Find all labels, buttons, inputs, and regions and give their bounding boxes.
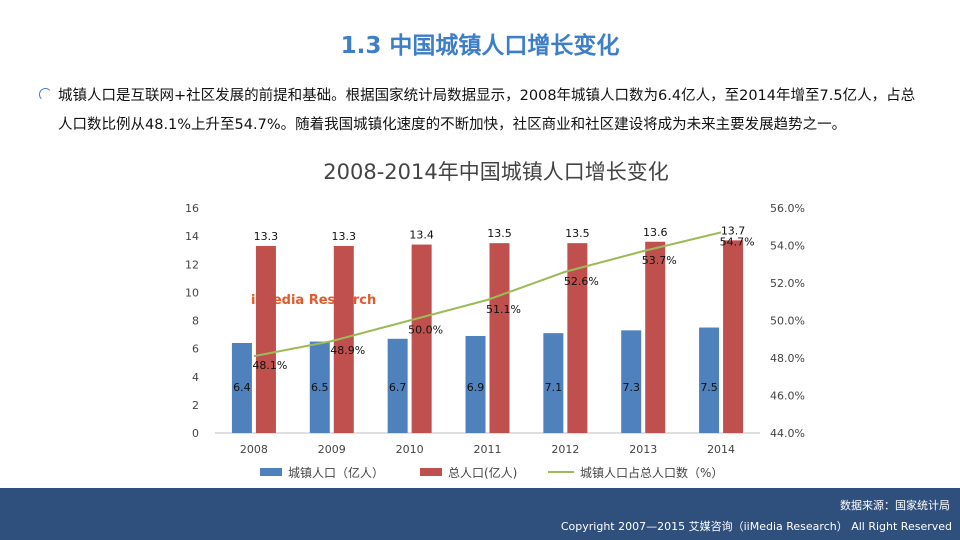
total-bar-label: 13.4 (409, 229, 434, 242)
ratio-label: 50.0% (408, 324, 443, 337)
urban-bar-label: 6.9 (467, 381, 485, 394)
urban-bar (231, 343, 252, 433)
y-left-tick-label: 2 (192, 399, 199, 412)
x-tick-label: 2011 (474, 443, 502, 456)
urban-bar-label: 7.1 (545, 381, 563, 394)
copyright: Copyright 2007—2015 艾媒咨询（iiMedia Researc… (560, 520, 952, 533)
page-title: 1.3 中国城镇人口增长变化 (340, 33, 620, 59)
bullet-icon (39, 88, 52, 101)
urban-bar-label: 6.5 (311, 381, 329, 394)
total-bar-label: 13.7 (721, 224, 746, 237)
total-bar (567, 243, 588, 433)
ratio-label: 52.6% (564, 275, 599, 288)
y-right-tick-label: 44.0% (770, 427, 805, 440)
y-right-tick-label: 48.0% (770, 352, 805, 365)
x-tick-label: 2010 (396, 443, 424, 456)
ratio-line (253, 231, 722, 358)
total-bar-label: 13.5 (565, 227, 590, 240)
total-bar-label: 13.6 (643, 226, 668, 239)
total-bar-label: 13.3 (332, 230, 357, 243)
legend-total-label: 总人口(亿人) (448, 465, 517, 480)
urban-bar-label: 7.5 (700, 381, 718, 394)
ratio-label: 53.7% (642, 254, 677, 267)
intro-paragraph: 城镇人口是互联网+社区发展的前提和基础。根据国家统计局数据显示，2008年城镇人… (58, 88, 916, 133)
total-bar (411, 244, 432, 433)
total-bar (489, 243, 510, 433)
urban-bar (621, 330, 642, 433)
urban-bar (309, 341, 330, 433)
urban-bar-label: 7.3 (622, 381, 640, 394)
legend-ratio-label: 城镇人口占总人口数（%） (580, 465, 723, 480)
urban-bar (465, 335, 486, 433)
legend-urban-swatch (260, 468, 282, 476)
total-bar (333, 245, 354, 433)
ratio-label: 48.1% (252, 359, 287, 372)
ratio-label: 48.9% (330, 344, 365, 357)
total-bar (645, 241, 666, 433)
footer-bar: 数据来源：国家统计局 Copyright 2007—2015 艾媒咨询（iiMe… (0, 488, 960, 540)
urban-bar (543, 333, 564, 433)
y-right-tick-label: 54.0% (770, 240, 805, 253)
total-bar (723, 240, 744, 433)
x-tick-label: 2013 (629, 443, 657, 456)
urban-bar (387, 338, 408, 433)
chart-title: 2008-2014年中国城镇人口增长变化 (323, 160, 668, 184)
population-chart: 2008-2014年中国城镇人口增长变化 iiMedia Research 02… (185, 160, 805, 480)
total-bar-label: 13.3 (254, 230, 279, 243)
total-bar (255, 245, 276, 433)
urban-bar-label: 6.7 (389, 381, 407, 394)
ratio-label: 54.7% (720, 235, 755, 248)
y-right-tick-label: 46.0% (770, 390, 805, 403)
y-left-tick-label: 8 (192, 315, 199, 328)
y-right-tick-label: 50.0% (770, 315, 805, 328)
y-left-tick-label: 16 (185, 202, 199, 215)
y-left-tick-label: 12 (185, 258, 199, 271)
x-tick-label: 2008 (240, 443, 268, 456)
y-left-tick-label: 6 (192, 343, 199, 356)
y-left-tick-label: 10 (185, 286, 199, 299)
x-tick-label: 2014 (707, 443, 735, 456)
x-tick-label: 2012 (551, 443, 579, 456)
data-source: 数据来源：国家统计局 (840, 499, 950, 512)
urban-bar (699, 327, 720, 433)
y-left-tick-label: 4 (192, 371, 199, 384)
total-bar-label: 13.5 (487, 227, 512, 240)
y-right-tick-label: 56.0% (770, 202, 805, 215)
y-right-tick-label: 52.0% (770, 277, 805, 290)
y-left-tick-label: 14 (185, 230, 199, 243)
legend-urban-label: 城镇人口（亿人） (288, 465, 384, 480)
x-tick-label: 2009 (318, 443, 346, 456)
legend-total-swatch (420, 468, 442, 476)
urban-bar-label: 6.4 (233, 381, 251, 394)
y-left-tick-label: 0 (192, 427, 199, 440)
ratio-label: 51.1% (486, 303, 521, 316)
